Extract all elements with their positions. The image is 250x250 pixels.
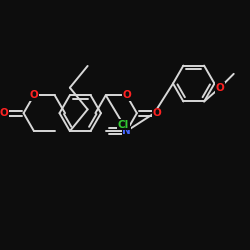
- Text: O: O: [216, 83, 224, 93]
- Text: O: O: [152, 108, 161, 118]
- Text: N: N: [122, 126, 131, 136]
- Text: O: O: [0, 108, 8, 118]
- Text: O: O: [122, 90, 131, 100]
- Text: O: O: [30, 90, 38, 100]
- Text: Cl: Cl: [118, 120, 129, 130]
